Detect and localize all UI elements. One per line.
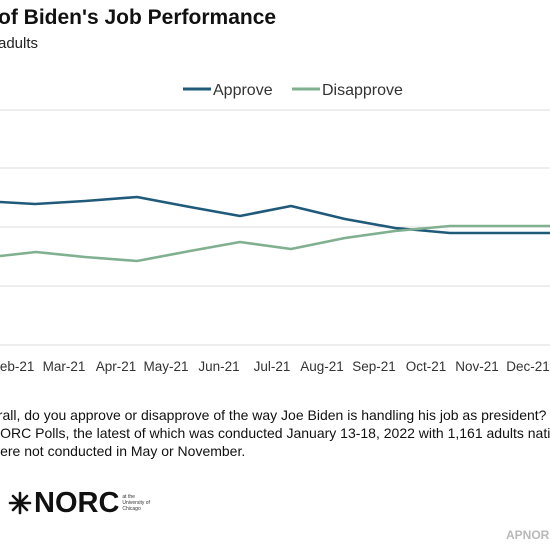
norc-star-icon	[8, 491, 32, 515]
norc-logo-subtext: at the University of Chicago	[122, 494, 150, 512]
x-tick-label: Aug-21	[300, 359, 344, 374]
x-tick-label: Oct-21	[406, 359, 447, 374]
chart-subtitle: adults	[0, 35, 39, 52]
x-tick-label: May-21	[143, 359, 188, 374]
series-lines	[0, 195, 550, 263]
norc-logo-text: NORC	[34, 487, 120, 519]
question-note: erall, do you approve or disapprove of t…	[0, 407, 547, 423]
series-line-approve	[0, 195, 550, 235]
footer-credit: APNOR	[506, 528, 550, 542]
x-tick-label: Sep-21	[352, 359, 396, 374]
chart-notes: erall, do you approve or disapprove of t…	[0, 406, 550, 460]
chart-title: of Biden's Job Performance	[0, 6, 277, 29]
x-tick-label: Nov-21	[455, 359, 499, 374]
x-tick-label: Apr-21	[96, 359, 137, 374]
gridlines	[0, 109, 550, 346]
x-axis-ticks: Feb-21 Mar-21 Apr-21 May-21 Jun-21 Jul-21 Aug-…	[0, 359, 550, 374]
norc-logo: NORC at the University of Chicago	[8, 488, 154, 518]
source-note: NORC Polls, the latest of which was cond…	[0, 425, 550, 441]
series-line-disapprove	[0, 224, 550, 263]
line-chart: Approve Disapprove Feb-21 Mar-21 Apr-21 May-…	[0, 82, 550, 374]
method-note: were not conducted in May or November.	[0, 443, 246, 459]
legend: Approve Disapprove	[183, 82, 403, 99]
x-tick-label: Jun-21	[198, 359, 239, 374]
x-tick-label: Mar-21	[43, 359, 86, 374]
legend-label-approve: Approve	[213, 82, 273, 99]
x-tick-label: Dec-21	[506, 359, 550, 374]
legend-label-disapprove: Disapprove	[322, 82, 403, 99]
x-tick-label: Feb-21	[0, 359, 34, 374]
x-tick-label: Jul-21	[254, 359, 291, 374]
